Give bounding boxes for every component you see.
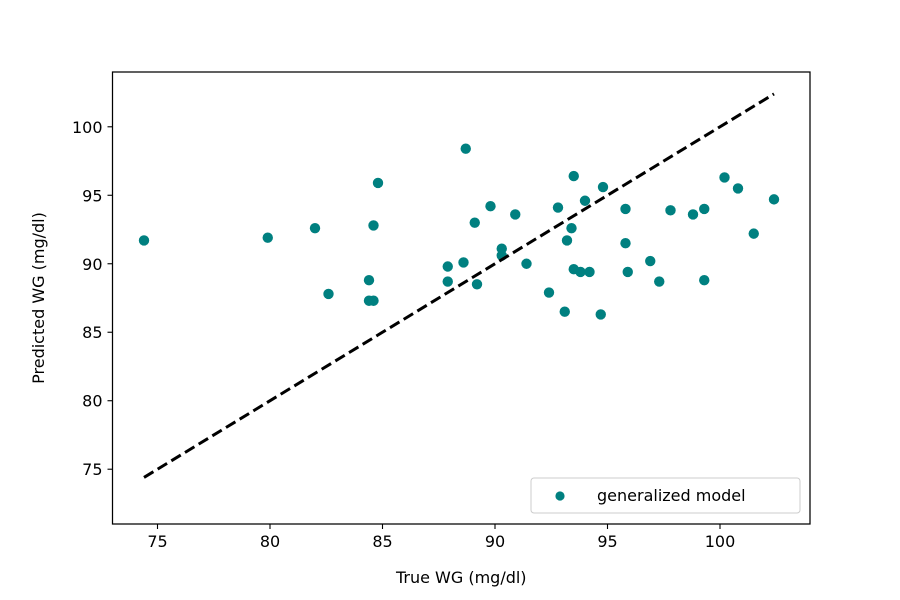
data-point (510, 209, 521, 220)
data-point (595, 309, 606, 320)
data-point (620, 203, 631, 215)
data-point (471, 279, 483, 290)
data-point (561, 235, 573, 246)
data-point (262, 232, 273, 243)
data-point (687, 209, 699, 220)
y-axis-label: Predicted WG (mg/dl) (29, 212, 48, 384)
data-point (368, 220, 379, 231)
data-point (654, 276, 665, 287)
y-tick-label: 80 (82, 392, 102, 411)
data-point (645, 255, 656, 267)
y-tick-label: 90 (82, 255, 102, 274)
x-tick-label: 80 (260, 532, 280, 551)
data-point (460, 143, 471, 154)
data-point (665, 205, 676, 216)
data-point (699, 274, 710, 286)
legend: generalized model (530, 477, 801, 514)
data-point (372, 177, 384, 189)
data-point (699, 203, 710, 215)
y-tick-label: 95 (82, 186, 102, 205)
data-point (622, 266, 633, 278)
data-point (521, 258, 532, 269)
x-tick-label: 85 (372, 532, 392, 551)
data-point (719, 172, 730, 183)
data-point (584, 266, 595, 278)
data-point (368, 295, 379, 306)
x-tick-label: 100 (705, 532, 736, 551)
x-axis-label: True WG (mg/dl) (395, 568, 527, 587)
y-axis-ticks: 75 80 85 90 95 100 (72, 118, 113, 479)
legend-label: generalized model (597, 486, 746, 505)
plot-area (138, 92, 780, 479)
data-point (768, 194, 780, 205)
data-point (309, 222, 321, 234)
data-point (552, 202, 564, 213)
data-point (138, 235, 150, 246)
data-point (543, 287, 555, 298)
y-tick-label: 100 (72, 118, 103, 137)
data-point (566, 222, 577, 234)
x-tick-label: 90 (485, 532, 505, 551)
legend-box (530, 477, 801, 514)
data-point (579, 195, 591, 206)
data-point (442, 261, 453, 272)
data-point (469, 217, 480, 228)
data-point (597, 181, 609, 193)
data-point (559, 306, 570, 317)
data-point (363, 274, 375, 286)
x-tick-label: 95 (597, 532, 617, 551)
legend-marker (555, 491, 565, 501)
axes-frame (111, 71, 811, 525)
x-tick-label: 75 (147, 532, 167, 551)
identity-line (143, 92, 775, 479)
y-tick-label: 85 (82, 323, 102, 342)
data-point (323, 288, 334, 300)
x-axis-ticks: 75 80 85 90 95 100 (147, 524, 735, 551)
data-point (732, 183, 744, 194)
data-point (575, 266, 586, 278)
data-point (620, 238, 631, 249)
data-point (485, 201, 496, 212)
data-point (568, 170, 579, 182)
y-tick-label: 75 (82, 460, 102, 479)
data-point (458, 257, 469, 268)
data-point (442, 276, 453, 287)
data-point (748, 228, 759, 239)
